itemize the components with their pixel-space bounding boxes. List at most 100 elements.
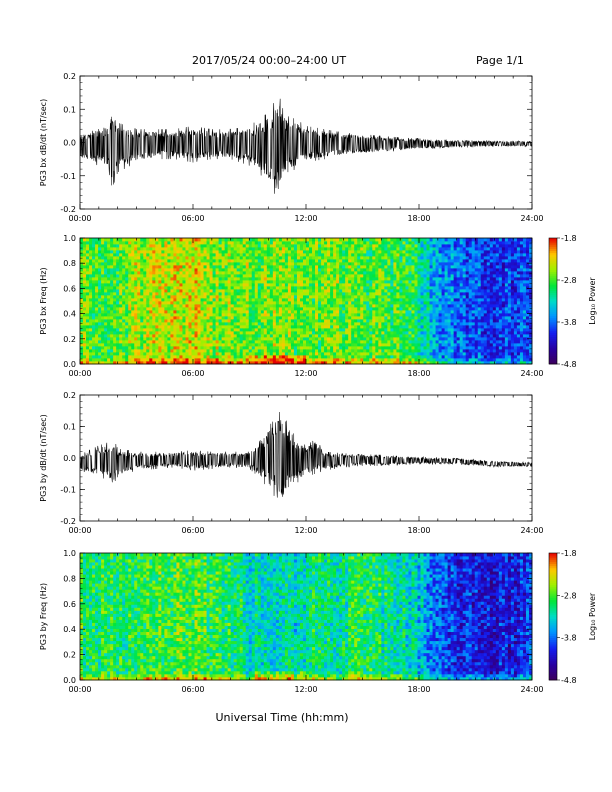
heatmap-cell <box>369 292 373 296</box>
heatmap-cell <box>423 292 427 296</box>
heatmap-cell <box>348 310 352 314</box>
heatmap-cell <box>245 361 250 365</box>
heatmap-cell <box>152 352 156 356</box>
heatmap-cell <box>399 358 403 362</box>
heatmap-cell <box>342 313 346 317</box>
heatmap-cell <box>185 295 189 299</box>
heatmap-cell <box>221 268 226 272</box>
heatmap-cell <box>420 349 424 353</box>
heatmap-cell <box>257 250 262 254</box>
heatmap-cell <box>402 304 406 308</box>
heatmap-cell <box>215 241 220 245</box>
heatmap-cell <box>266 250 271 254</box>
heatmap-cell <box>221 361 226 365</box>
heatmap-cell <box>152 250 156 254</box>
heatmap-cell <box>110 265 114 269</box>
heatmap-cell <box>336 352 340 356</box>
heatmap-cell <box>372 247 376 251</box>
heatmap-cell <box>95 316 99 320</box>
heatmap-cell <box>251 310 256 314</box>
heatmap-cell <box>164 355 168 359</box>
heatmap-cell <box>167 271 171 275</box>
heatmap-cell <box>405 274 409 278</box>
heatmap-cell <box>155 238 159 242</box>
heatmap-cell <box>423 328 427 332</box>
heatmap-cell <box>152 310 156 314</box>
heatmap-cell <box>143 274 147 278</box>
heatmap-cell <box>378 352 382 356</box>
heatmap-cell <box>197 304 201 308</box>
heatmap-cell <box>269 307 274 311</box>
heatmap-cell <box>287 349 292 353</box>
heatmap-cell <box>263 283 268 287</box>
heatmap-cell <box>227 346 232 350</box>
heatmap-cell <box>290 271 295 275</box>
heatmap-cell <box>272 244 277 248</box>
heatmap-cell <box>113 277 117 281</box>
heatmap-cell <box>293 355 298 359</box>
heatmap-cell <box>272 307 277 311</box>
heatmap-cell <box>89 358 93 362</box>
heatmap-cell <box>92 253 96 257</box>
heatmap-cell <box>248 277 253 281</box>
heatmap-cell <box>131 334 135 338</box>
heatmap-cell <box>417 277 421 281</box>
heatmap-cell <box>125 301 129 305</box>
heatmap-cell <box>128 313 132 317</box>
heatmap-cell <box>230 313 235 317</box>
heatmap-cell <box>140 316 144 320</box>
heatmap-cell <box>179 289 183 293</box>
heatmap-cell <box>200 283 204 287</box>
heatmap-cell <box>266 340 271 344</box>
heatmap-cell <box>146 274 150 278</box>
heatmap-cell <box>140 280 144 284</box>
heatmap-cell <box>384 268 388 272</box>
heatmap-cell <box>284 268 289 272</box>
heatmap-cell <box>348 295 352 299</box>
heatmap-cell <box>92 244 96 248</box>
heatmap-cell <box>176 313 180 317</box>
heatmap-cell <box>287 322 292 326</box>
heatmap-cell <box>318 262 322 266</box>
heatmap-cell <box>128 361 132 365</box>
heatmap-cell <box>275 274 280 278</box>
heatmap-cell <box>414 328 418 332</box>
heatmap-cell <box>221 343 226 347</box>
heatmap-cell <box>245 274 250 278</box>
heatmap-cell <box>218 238 223 242</box>
heatmap-cell <box>257 280 262 284</box>
heatmap-cell <box>423 283 427 287</box>
heatmap-cell <box>137 349 141 353</box>
heatmap-cell <box>137 289 141 293</box>
heatmap-cell <box>396 256 400 260</box>
heatmap-cell <box>248 343 253 347</box>
heatmap-cell <box>345 307 349 311</box>
heatmap-cell <box>179 247 183 251</box>
heatmap-cell <box>375 259 379 263</box>
heatmap-cell <box>327 280 331 284</box>
heatmap-cell <box>191 289 195 293</box>
heatmap-cell <box>417 307 421 311</box>
heatmap-cell <box>224 340 229 344</box>
heatmap-cell <box>327 334 331 338</box>
heatmap-cell <box>381 259 385 263</box>
heatmap-cell <box>179 355 183 359</box>
heatmap-cell <box>209 283 213 287</box>
heatmap-cell <box>293 337 298 341</box>
heatmap-cell <box>390 346 394 350</box>
heatmap-cell <box>408 334 412 338</box>
heatmap-cell <box>158 331 162 335</box>
heatmap-cell <box>176 316 180 320</box>
x-tick-label: 12:00 <box>294 214 317 223</box>
heatmap-cell <box>306 283 310 287</box>
heatmap-cell <box>119 256 123 260</box>
heatmap-cell <box>272 355 277 359</box>
heatmap-cell <box>405 337 409 341</box>
heatmap-cell <box>357 355 361 359</box>
heatmap-cell <box>324 253 328 257</box>
heatmap-cell <box>188 277 192 281</box>
heatmap-cell <box>393 253 397 257</box>
heatmap-cell <box>218 244 223 248</box>
heatmap-cell <box>315 346 319 350</box>
heatmap-cell <box>131 268 135 272</box>
